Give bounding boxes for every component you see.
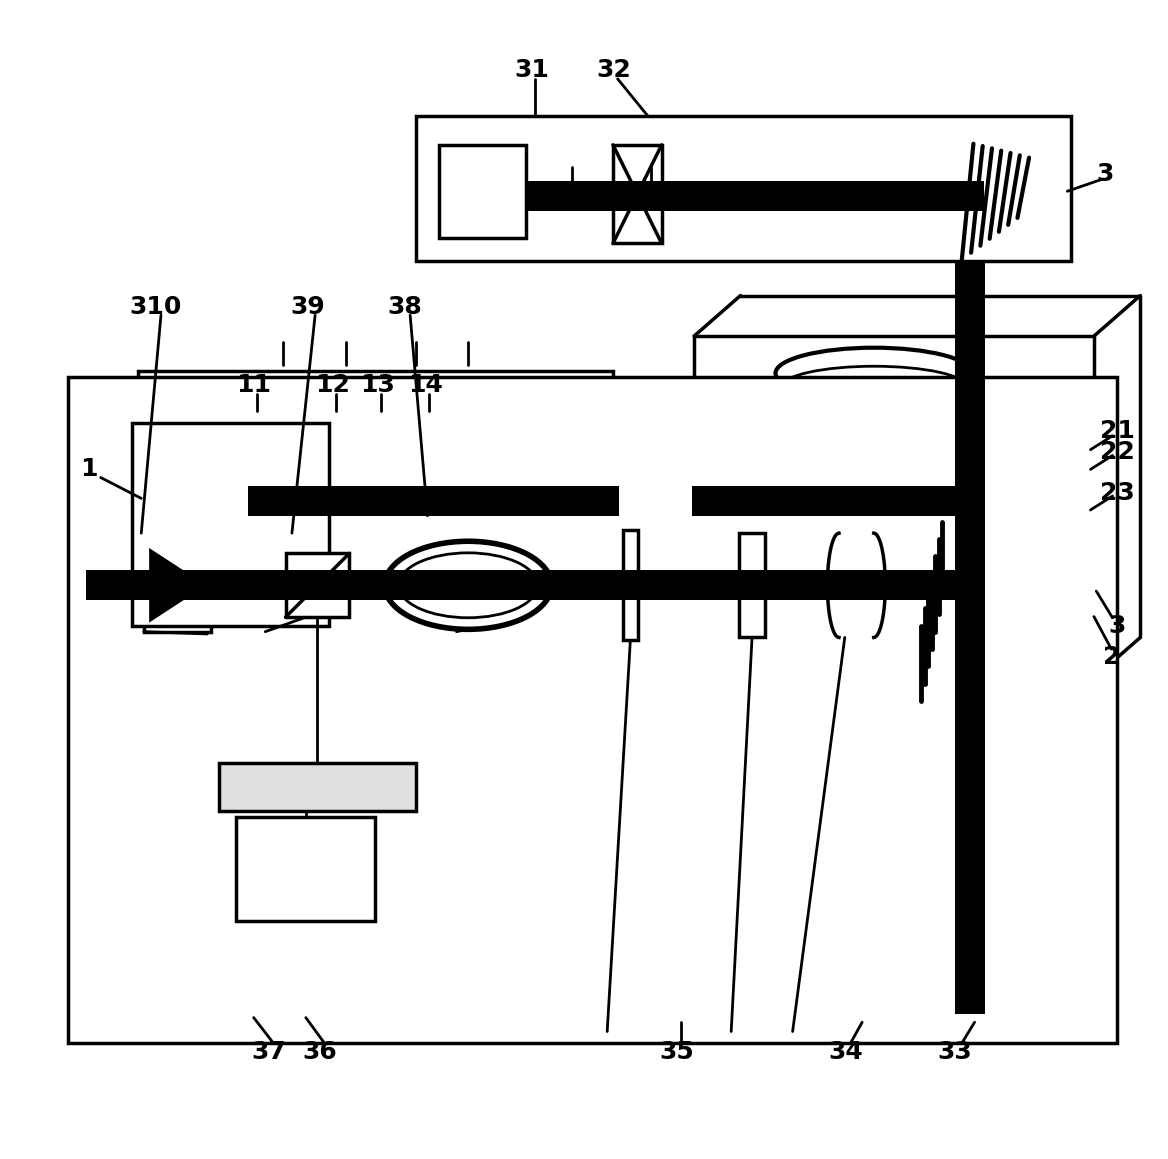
Bar [613, 145, 661, 243]
Text: 37: 37 [251, 1041, 286, 1064]
Bar [788, 570, 839, 600]
Bar [572, 570, 623, 600]
Bar [138, 570, 955, 600]
Text: 38: 38 [387, 296, 422, 319]
Polygon shape [151, 551, 204, 620]
Text: 36: 36 [303, 1041, 338, 1064]
Text: 11: 11 [236, 373, 271, 396]
Bar [210, 570, 234, 600]
Bar [144, 539, 210, 632]
Text: 2: 2 [1103, 646, 1120, 669]
Bar [551, 570, 572, 600]
Bar [874, 570, 897, 600]
Bar [526, 181, 983, 211]
Bar [955, 374, 985, 1014]
Bar [623, 530, 638, 640]
Bar [150, 469, 248, 574]
Bar [739, 533, 765, 637]
Bar [248, 486, 619, 516]
Text: 32: 32 [597, 58, 632, 81]
Bar [329, 458, 363, 545]
Bar [138, 371, 613, 585]
Text: 21: 21 [1100, 420, 1134, 443]
Text: 31: 31 [514, 58, 549, 81]
Text: 35: 35 [660, 1041, 694, 1064]
Text: 22: 22 [1100, 440, 1134, 464]
Text: 12: 12 [315, 373, 350, 396]
Text: 1: 1 [81, 458, 98, 481]
Text: 33: 33 [938, 1041, 972, 1064]
Text: 310: 310 [128, 296, 181, 319]
Bar [285, 554, 349, 617]
Ellipse shape [384, 541, 551, 629]
Bar [404, 460, 427, 541]
Bar [132, 423, 329, 626]
Bar [85, 570, 144, 600]
Bar [416, 116, 1071, 261]
Bar [349, 570, 370, 600]
Bar [370, 570, 384, 600]
Bar [694, 336, 1094, 678]
Bar [236, 817, 375, 921]
Bar [752, 452, 885, 655]
Bar [765, 570, 788, 600]
Bar [955, 261, 985, 585]
Text: 3: 3 [1097, 162, 1114, 185]
Text: 13: 13 [360, 373, 395, 396]
Text: 39: 39 [291, 296, 326, 319]
Text: 23: 23 [1100, 481, 1134, 504]
Text: 3: 3 [1108, 614, 1126, 637]
Bar [218, 763, 416, 811]
Bar [691, 486, 985, 516]
Bar [659, 570, 739, 600]
Bar [234, 570, 285, 600]
Bar [68, 377, 1117, 1043]
Bar [955, 336, 985, 678]
Bar [459, 454, 478, 547]
Bar [638, 570, 659, 600]
Bar [897, 570, 918, 600]
Text: 14: 14 [408, 373, 443, 396]
Text: 34: 34 [828, 1041, 863, 1064]
Bar [439, 145, 526, 238]
